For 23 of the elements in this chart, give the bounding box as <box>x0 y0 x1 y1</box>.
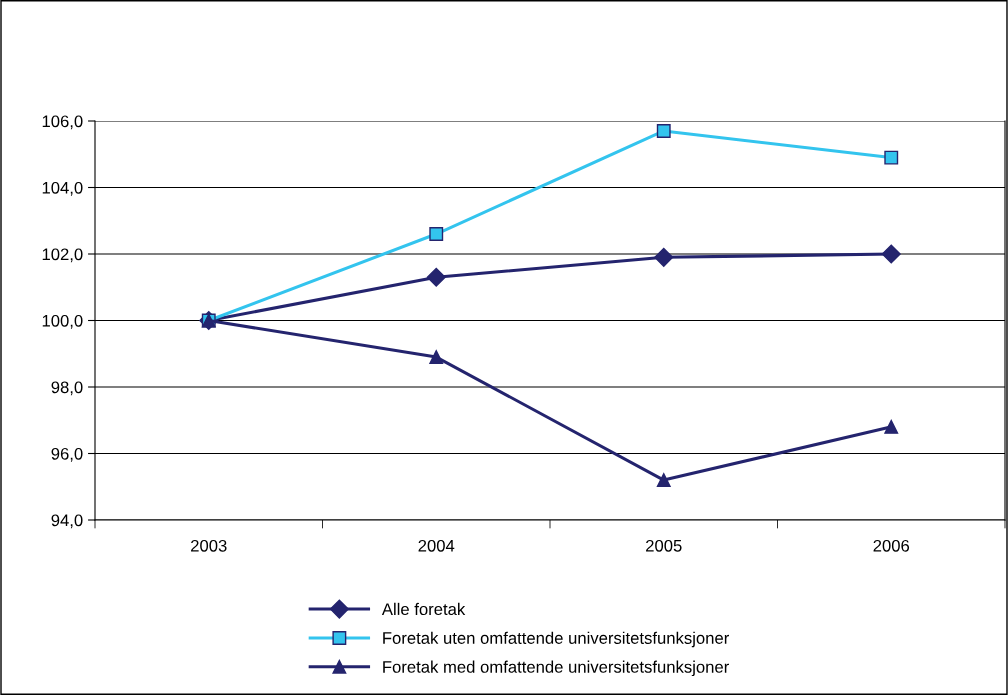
point <box>656 124 671 138</box>
point <box>429 227 444 241</box>
point <box>429 350 444 365</box>
point <box>426 267 446 287</box>
point <box>881 244 901 264</box>
y-tick-label: 100,0 <box>42 314 83 329</box>
y-tick-label: 106,0 <box>42 115 83 130</box>
y-tick-label: 98,0 <box>51 381 83 396</box>
x-tick-label: 2004 <box>418 539 455 552</box>
y-tick-label: 104,0 <box>42 181 83 196</box>
y-tick-label: 96,0 <box>51 447 83 462</box>
x-tick-label: 2006 <box>873 539 910 552</box>
legend-label: Foretak uten omfattende universitetsfunksjoner <box>383 631 729 648</box>
legend-label: Foretak med omfattende universitetsfunksjoner <box>383 660 729 677</box>
point <box>884 419 899 434</box>
x-tick-label: 2003 <box>191 539 227 552</box>
point <box>656 473 671 488</box>
y-tick-label: 94,0 <box>51 514 83 529</box>
y-tick-label: 102,0 <box>42 248 83 263</box>
legend-label: Alle foretak <box>381 602 466 616</box>
point <box>654 247 674 267</box>
point <box>884 150 899 165</box>
x-tick-label: 2005 <box>646 539 682 552</box>
